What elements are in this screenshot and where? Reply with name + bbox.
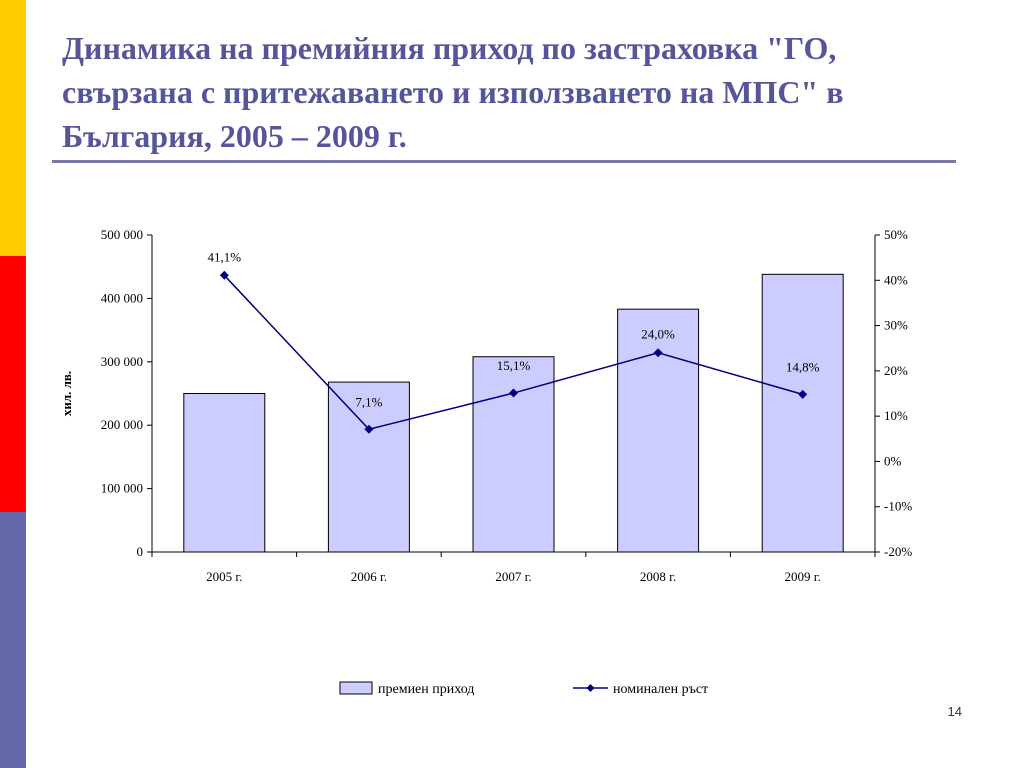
page-number: 14	[947, 704, 962, 719]
legend-swatch-marker	[586, 684, 595, 692]
y-tick-label-left: 400 000	[101, 290, 143, 305]
data-label: 24,0%	[641, 327, 675, 342]
y-tick-label-right: 30%	[884, 318, 908, 333]
legend-label-line: номинален ръст	[613, 682, 708, 697]
line-point	[653, 348, 663, 358]
bar	[761, 273, 844, 553]
line-point	[509, 388, 518, 398]
y-tick-label-right: 50%	[884, 227, 908, 242]
bar	[327, 381, 410, 553]
data-label: 15,1%	[497, 358, 531, 373]
x-tick-label: 2008 г.	[640, 569, 676, 584]
accent-bar-yellow	[0, 0, 26, 256]
y-tick-label-left: 500 000	[101, 227, 143, 242]
line-point	[219, 270, 229, 280]
bar	[472, 356, 555, 553]
y-tick-label-right: -20%	[884, 544, 912, 559]
bar	[183, 393, 266, 553]
x-tick-label: 2007 г.	[495, 569, 531, 584]
y-tick-label-left: 200 000	[101, 417, 143, 432]
bar	[617, 308, 700, 553]
y-tick-label-right: 0%	[884, 453, 902, 468]
data-label: 41,1%	[208, 249, 242, 264]
x-tick-label: 2006 г.	[351, 569, 387, 584]
accent-bar-red	[0, 256, 26, 512]
accent-bar-blue	[0, 512, 26, 768]
data-label: 7,1%	[355, 394, 382, 409]
legend-swatch-bars	[339, 681, 373, 695]
y-tick-label-right: -10%	[884, 499, 912, 514]
x-tick-label: 2005 г.	[206, 569, 242, 584]
title-divider	[52, 160, 956, 163]
y-tick-label-right: 10%	[884, 408, 908, 423]
y-tick-label-left: 300 000	[101, 354, 143, 369]
line-point	[798, 389, 808, 399]
data-label: 14,8%	[786, 359, 820, 374]
slide-title: Динамика на премийния приход по застрахо…	[62, 30, 844, 154]
y-tick-label-right: 40%	[884, 272, 908, 287]
line-point	[364, 424, 374, 434]
x-tick-label: 2009 г.	[785, 569, 821, 584]
legend-label-bars: премиен приход	[378, 682, 474, 697]
y-tick-label-left: 0	[137, 544, 144, 559]
y-axis-title: хил. лв.	[59, 371, 74, 416]
y-tick-label-right: 20%	[884, 363, 908, 378]
y-tick-label-left: 100 000	[101, 481, 143, 496]
